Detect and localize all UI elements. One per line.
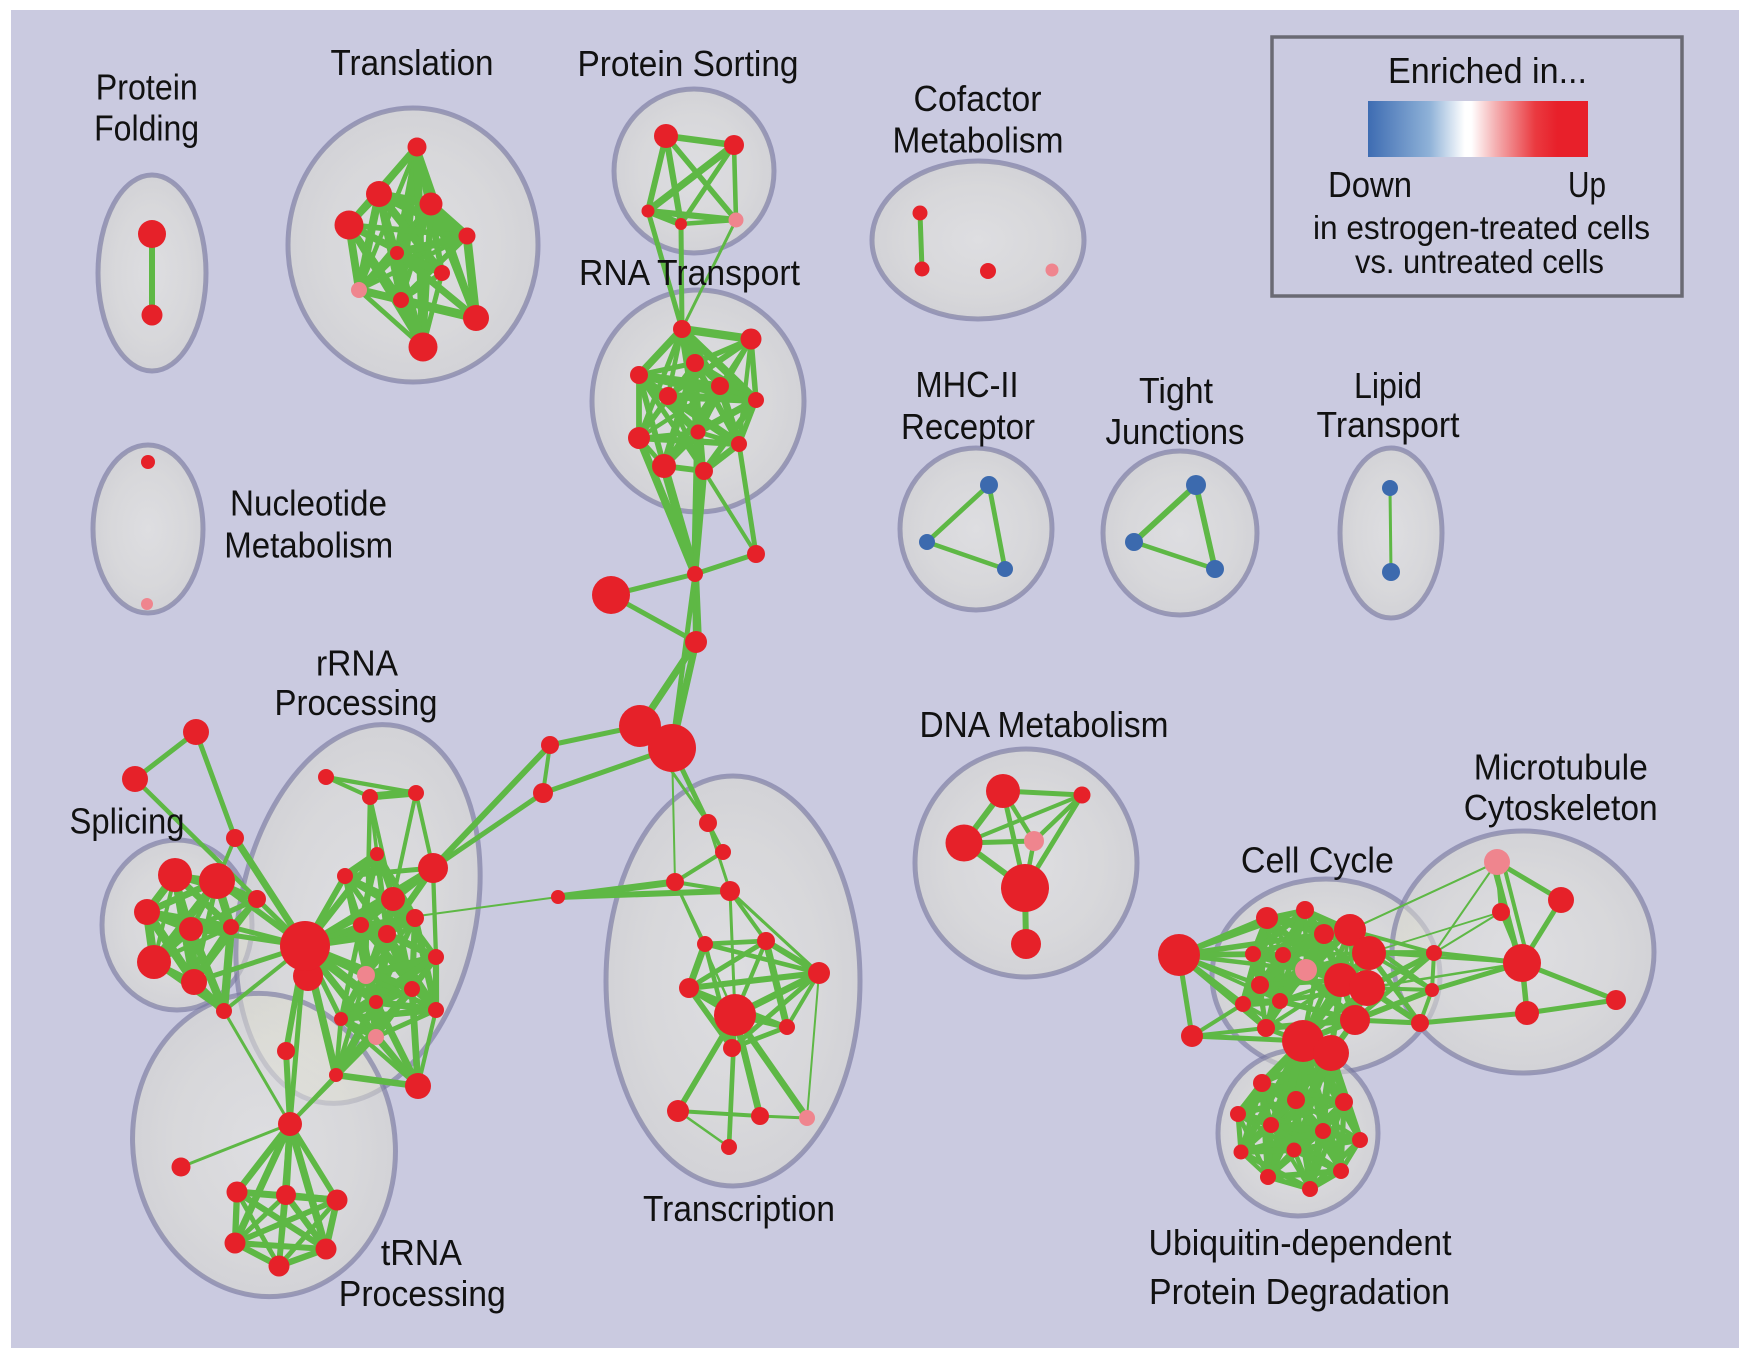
svg-text:rRNA: rRNA: [316, 643, 398, 684]
svg-text:Cofactor: Cofactor: [914, 78, 1042, 119]
svg-text:Protein Sorting: Protein Sorting: [578, 43, 799, 84]
svg-text:Processing: Processing: [339, 1273, 506, 1314]
svg-text:Protein Degradation: Protein Degradation: [1149, 1271, 1450, 1312]
svg-text:tRNA: tRNA: [381, 1232, 462, 1273]
svg-text:Metabolism: Metabolism: [893, 120, 1064, 161]
svg-text:Protein: Protein: [96, 66, 198, 107]
svg-text:Up: Up: [1568, 164, 1606, 205]
svg-text:Lipid: Lipid: [1354, 365, 1422, 406]
svg-text:Down: Down: [1328, 164, 1412, 205]
svg-text:Nucleotide: Nucleotide: [230, 483, 387, 524]
svg-text:Cytoskeleton: Cytoskeleton: [1464, 787, 1658, 828]
svg-text:Metabolism: Metabolism: [224, 525, 393, 566]
svg-text:Transcription: Transcription: [643, 1188, 835, 1229]
svg-text:in estrogen-treated cells: in estrogen-treated cells: [1313, 209, 1650, 246]
svg-text:Ubiquitin-dependent: Ubiquitin-dependent: [1149, 1222, 1452, 1263]
svg-text:DNA Metabolism: DNA Metabolism: [920, 704, 1169, 745]
svg-text:Receptor: Receptor: [901, 406, 1035, 447]
svg-text:Translation: Translation: [331, 42, 494, 83]
svg-text:vs. untreated cells: vs. untreated cells: [1355, 243, 1604, 280]
svg-text:Microtubule: Microtubule: [1474, 747, 1648, 788]
svg-text:Folding: Folding: [94, 108, 199, 149]
svg-text:Cell Cycle: Cell Cycle: [1241, 840, 1394, 881]
svg-text:RNA Transport: RNA Transport: [579, 252, 800, 293]
svg-text:Splicing: Splicing: [70, 801, 185, 842]
svg-text:Tight: Tight: [1139, 370, 1213, 411]
svg-text:Processing: Processing: [275, 682, 438, 723]
svg-text:Transport: Transport: [1317, 404, 1460, 445]
svg-text:MHC-II: MHC-II: [916, 364, 1019, 405]
svg-text:Enriched in...: Enriched in...: [1388, 50, 1587, 91]
svg-text:Junctions: Junctions: [1106, 411, 1245, 452]
